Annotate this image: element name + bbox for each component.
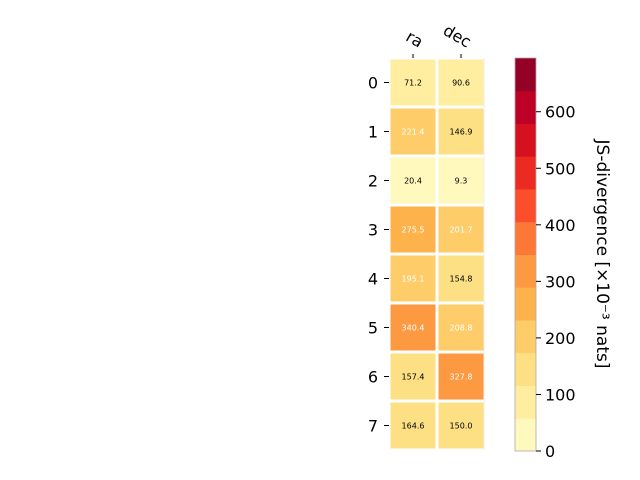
cell-value-label: 221.4 <box>402 128 425 137</box>
heatmap-cell <box>438 304 484 351</box>
row-label: 1 <box>368 123 378 142</box>
colorbar-band <box>515 418 536 452</box>
cell-value-label: 201.7 <box>450 226 473 235</box>
colorbar-band <box>515 287 536 321</box>
heatmap-cell <box>390 157 436 204</box>
cell-value-label: 327.8 <box>450 373 473 382</box>
column-label: ra <box>403 27 427 52</box>
cell-value-label: 71.2 <box>404 79 422 88</box>
heatmap-cell <box>438 108 484 155</box>
colorbar-band <box>515 58 536 92</box>
cell-value-label: 275.5 <box>402 226 425 235</box>
colorbar: 0 100 200 300 400 500 600 <box>514 57 576 461</box>
colorbar-band <box>515 385 536 419</box>
colorbar-band <box>515 123 536 157</box>
cell-value-label: 157.4 <box>402 373 425 382</box>
colorbar-band <box>515 254 536 288</box>
colorbar-tick-label: 200 <box>545 329 576 348</box>
heatmap-cell <box>390 59 436 106</box>
heatmap-cell <box>390 353 436 400</box>
cell-value-label: 164.6 <box>402 422 425 431</box>
heatmap-cell <box>438 206 484 253</box>
cell-value-label: 90.6 <box>452 79 470 88</box>
cell-value-labels: 71.2 90.6 221.4 146.9 20.4 9.3 275.5 201.7 195.1… <box>402 79 473 431</box>
colorbar-tick-label: 600 <box>545 103 576 122</box>
cell-value-label: 146.9 <box>450 128 473 137</box>
colorbar-band <box>515 156 536 190</box>
cell-value-label: 154.8 <box>450 275 473 284</box>
colorbar-band <box>515 352 536 386</box>
cell-value-label: 20.4 <box>404 177 422 186</box>
colorbar-tick-label: 0 <box>545 442 555 461</box>
row-label: 5 <box>368 319 378 338</box>
heatmap-cell <box>390 206 436 253</box>
colorbar-tick-label: 300 <box>545 272 576 291</box>
column-labels: ra dec <box>403 21 475 58</box>
row-label: 3 <box>368 221 378 240</box>
cell-value-label: 150.0 <box>450 422 473 431</box>
row-labels: 0 1 2 3 4 5 6 7 <box>368 74 389 436</box>
colorbar-band <box>515 221 536 255</box>
colorbar-label: JS-divergence [×10⁻³ nats] <box>592 139 612 369</box>
heatmap-cells <box>390 58 485 450</box>
row-label: 0 <box>368 74 378 93</box>
cell-value-label: 340.4 <box>402 324 425 333</box>
colorbar-band <box>515 90 536 124</box>
row-label: 7 <box>368 417 378 436</box>
heatmap-cell <box>390 304 436 351</box>
heatmap-cell <box>438 59 484 106</box>
colorbar-tick-label: 500 <box>545 159 576 178</box>
colorbar-band <box>515 320 536 354</box>
heatmap-cell <box>390 108 436 155</box>
cell-value-label: 208.8 <box>450 324 473 333</box>
cell-value-label: 195.1 <box>402 275 425 284</box>
colorbar-tick-label: 100 <box>545 385 576 404</box>
heatmap-cell <box>438 353 484 400</box>
colorbar-tick-label: 400 <box>545 216 576 235</box>
cell-value-label: 9.3 <box>455 177 468 186</box>
heatmap-cell <box>390 402 436 449</box>
row-label: 4 <box>368 270 378 289</box>
column-label: dec <box>440 21 474 52</box>
row-label: 2 <box>368 172 378 191</box>
heatmap-cell <box>438 402 484 449</box>
row-label: 6 <box>368 368 378 387</box>
heatmap-cell <box>438 157 484 204</box>
heatmap-cell <box>438 255 484 302</box>
colorbar-band <box>515 189 536 223</box>
heatmap-cell <box>390 255 436 302</box>
